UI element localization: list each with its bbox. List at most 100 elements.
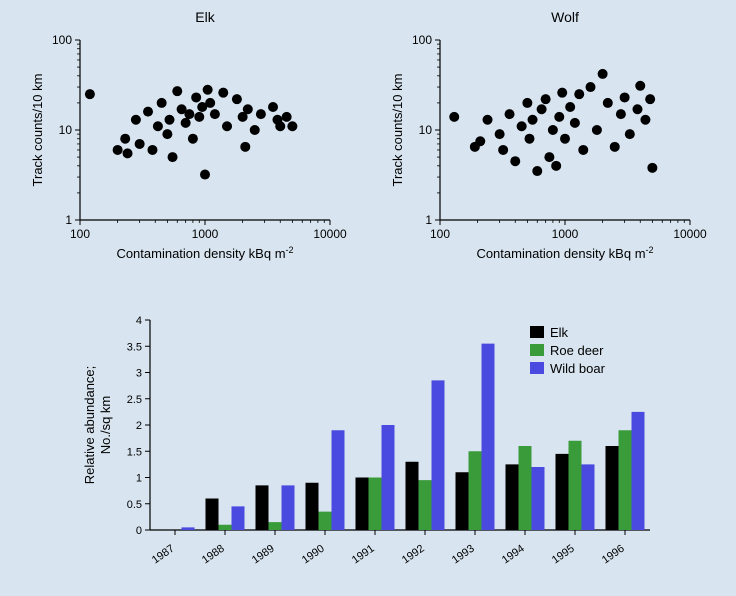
scatter-point <box>475 136 485 146</box>
scatter-point <box>505 109 515 119</box>
x-tick-label: 1000 <box>552 227 579 241</box>
scatter-point <box>232 94 242 104</box>
x-tick-label: 100 <box>70 227 90 241</box>
scatter-point <box>222 121 232 131</box>
bar-y-tick-label: 0.5 <box>127 499 142 511</box>
scatter-point <box>603 98 613 108</box>
scatter-point <box>495 129 505 139</box>
scatter-point <box>147 145 157 155</box>
bar <box>232 506 245 530</box>
x-tick-label: 100 <box>430 227 450 241</box>
bar <box>332 430 345 530</box>
scatter-point <box>632 104 642 114</box>
x-axis-label: Contamination density kBq m-2 <box>476 245 653 261</box>
bar <box>406 462 419 530</box>
bar <box>319 512 332 530</box>
scatter-point <box>483 115 493 125</box>
scatter-point <box>157 98 167 108</box>
scatter-point <box>168 152 178 162</box>
scatter-point <box>194 112 204 122</box>
bar <box>432 380 445 530</box>
scatter-point <box>570 118 580 128</box>
bar <box>469 451 482 530</box>
bar <box>519 446 532 530</box>
bar <box>219 525 232 530</box>
bar-y-tick-label: 1 <box>136 473 142 485</box>
scatter-point <box>268 102 278 112</box>
scatter-point <box>172 86 182 96</box>
scatter-point <box>135 139 145 149</box>
bar-y-tick-label: 3 <box>136 368 142 380</box>
scatter-point <box>528 115 538 125</box>
legend-swatch <box>530 344 544 356</box>
bar <box>369 478 382 531</box>
figure-svg: Elk110100100100010000Track counts/10 kmC… <box>0 0 736 591</box>
scatter-point <box>532 166 542 176</box>
scatter-point <box>218 88 228 98</box>
scatter-point <box>200 170 210 180</box>
scatter-point <box>625 129 635 139</box>
scatter-point <box>586 82 596 92</box>
scatter-point <box>544 152 554 162</box>
scatter-point <box>578 145 588 155</box>
x-tick-label: 10000 <box>313 227 347 241</box>
scatter-point <box>113 145 123 155</box>
scatter-point <box>522 98 532 108</box>
scatter-point <box>551 161 561 171</box>
scatter-point <box>203 85 213 95</box>
scatter-point <box>250 125 260 135</box>
bar <box>356 478 369 531</box>
scatter-point <box>282 112 292 122</box>
scatter-point <box>560 134 570 144</box>
scatter-point <box>541 94 551 104</box>
scatter-point <box>210 109 220 119</box>
bar-y-tick-label: 0 <box>136 525 142 537</box>
scatter-point <box>498 145 508 155</box>
scatter-point <box>554 112 564 122</box>
scatter-point <box>537 104 547 114</box>
figure-container: Elk110100100100010000Track counts/10 kmC… <box>0 0 736 591</box>
scatter-point <box>565 102 575 112</box>
scatter-point <box>620 92 630 102</box>
legend-swatch <box>530 326 544 338</box>
bar-y-tick-label: 2 <box>136 420 142 432</box>
bar <box>269 522 282 530</box>
scatter-point <box>184 109 194 119</box>
y-tick-label: 100 <box>412 33 432 47</box>
scatter-point <box>191 92 201 102</box>
x-tick-label: 1000 <box>192 227 219 241</box>
scatter-point <box>548 125 558 135</box>
scatter-point <box>131 115 141 125</box>
bar <box>582 464 595 530</box>
scatter-point <box>510 156 520 166</box>
bar-y-tick-label: 3.5 <box>127 341 142 353</box>
scatter-point <box>162 129 172 139</box>
scatter-point <box>205 98 215 108</box>
bar <box>482 344 495 530</box>
legend-swatch <box>530 362 544 374</box>
scatter-point <box>525 134 535 144</box>
scatter-point <box>645 94 655 104</box>
scatter-point <box>517 121 527 131</box>
bar-y-tick-label: 2.5 <box>127 394 142 406</box>
scatter-point <box>616 109 626 119</box>
scatter-point <box>256 109 266 119</box>
bar <box>206 499 219 531</box>
bar <box>306 483 319 530</box>
bar <box>456 472 469 530</box>
legend-label: Roe deer <box>550 343 604 358</box>
scatter-point <box>188 134 198 144</box>
y-tick-label: 10 <box>419 123 433 137</box>
scatter-point <box>165 115 175 125</box>
bar <box>632 412 645 530</box>
y-tick-label: 10 <box>59 123 73 137</box>
bar <box>569 441 582 530</box>
scatter-point <box>598 69 608 79</box>
scatter-point <box>640 115 650 125</box>
bar <box>606 446 619 530</box>
scatter-point <box>123 148 133 158</box>
bar <box>282 485 295 530</box>
scatter-point <box>243 104 253 114</box>
scatter-point <box>287 121 297 131</box>
scatter-point <box>449 112 459 122</box>
